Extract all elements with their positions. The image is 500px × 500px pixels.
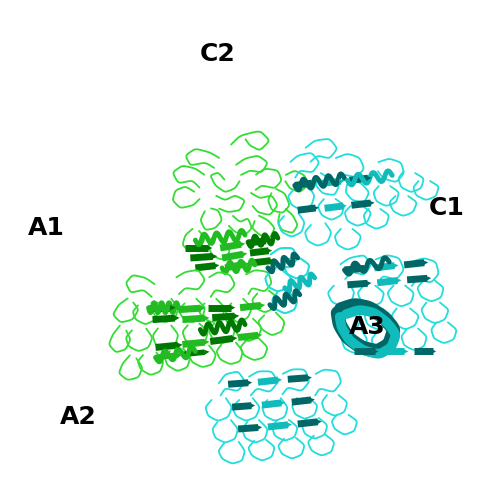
Text: A3: A3: [348, 315, 385, 339]
Text: A1: A1: [28, 216, 64, 240]
Text: A2: A2: [60, 404, 97, 428]
Text: C2: C2: [200, 42, 235, 66]
Text: C1: C1: [428, 196, 464, 220]
